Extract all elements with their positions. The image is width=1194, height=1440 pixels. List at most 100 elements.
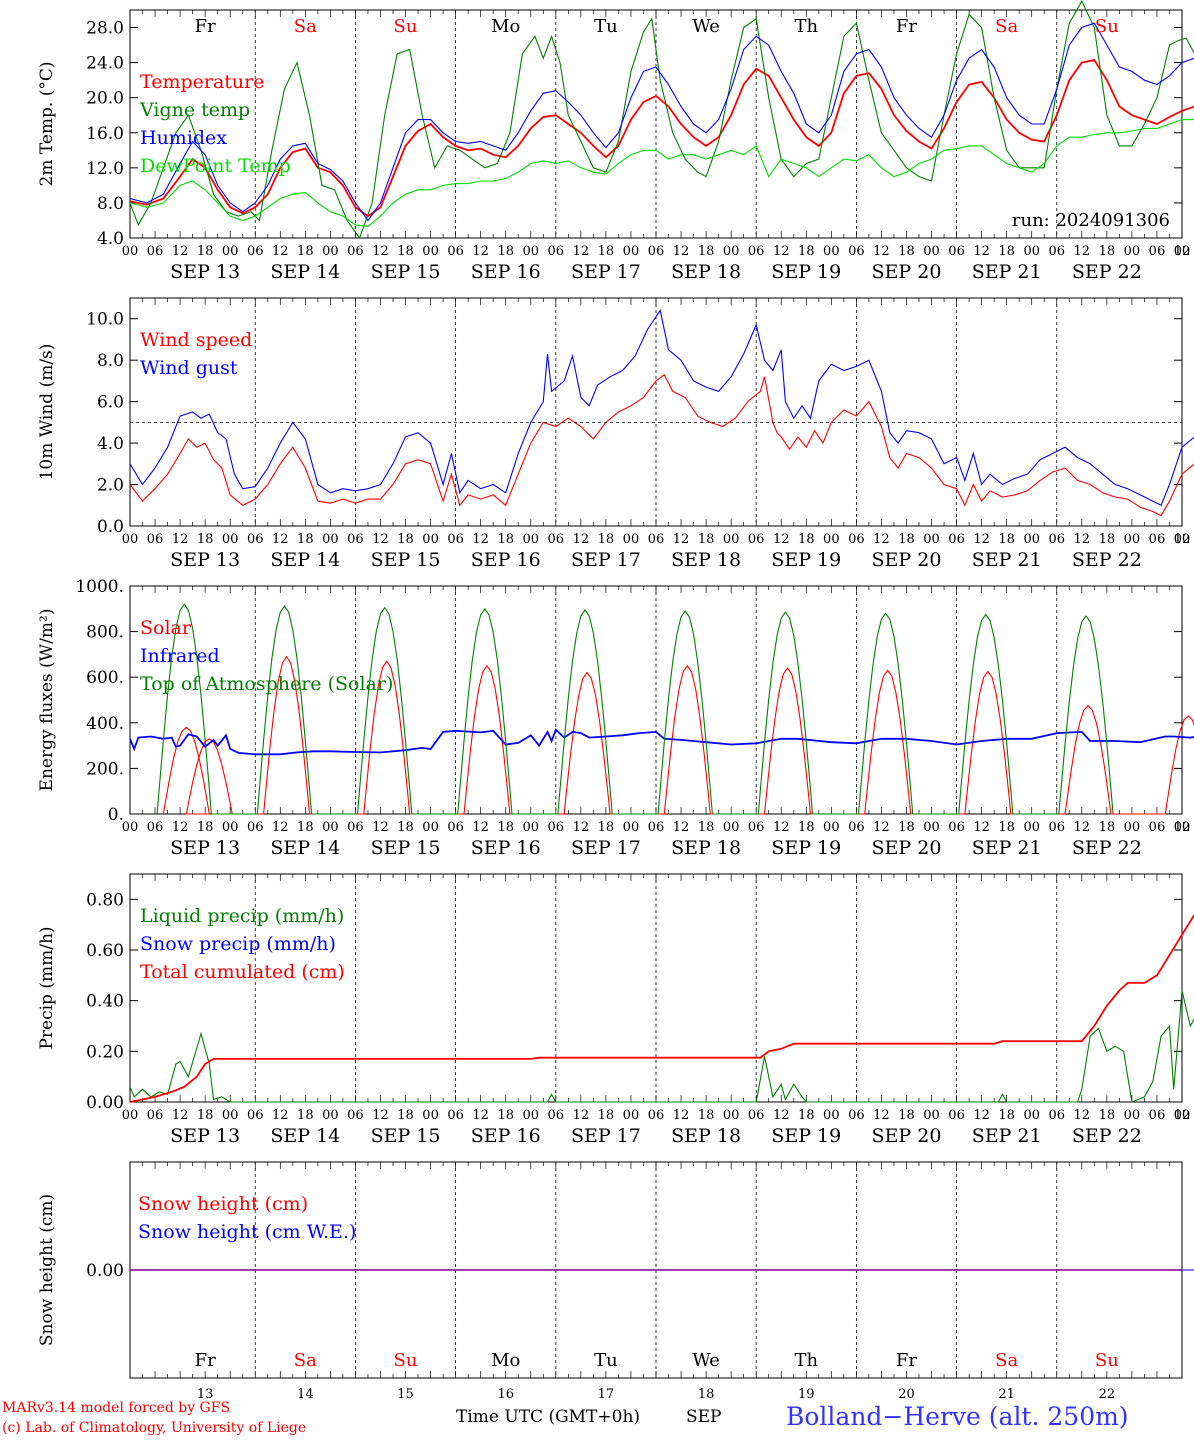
hour-label: 06 <box>1048 532 1065 547</box>
date-label: SEP 22 <box>1072 261 1142 283</box>
hour-label: 06 <box>848 244 865 259</box>
hour-label: 06 <box>948 820 965 835</box>
y-tick-label: 12.0 <box>86 159 124 179</box>
weekday-label: Sa <box>294 16 317 37</box>
hour-label: 12 <box>973 532 990 547</box>
date-label: SEP 22 <box>1072 549 1142 571</box>
panel-4 <box>129 873 1194 1103</box>
station-name: Bolland−Herve (alt. 250m) <box>786 1402 1129 1431</box>
hour-label: 12 <box>673 820 690 835</box>
date-label: SEP 14 <box>270 1125 340 1147</box>
date-label: SEP 22 <box>1072 1125 1142 1147</box>
y-tick-label: 0.0 <box>97 517 124 537</box>
hour-label: 00 <box>422 244 439 259</box>
y-tick-label: 0.80 <box>86 890 124 910</box>
hour-label: 12 <box>272 820 289 835</box>
hour-label: 12 <box>973 244 990 259</box>
y-tick-label: 1000. <box>75 577 124 597</box>
day-number: 19 <box>798 1387 815 1402</box>
y-axis-label: Precip (mm/h) <box>37 926 57 1049</box>
hour-label: 18 <box>197 532 214 547</box>
hour-label: 18 <box>197 820 214 835</box>
hour-label: 06 <box>447 1108 464 1123</box>
legend-entry: Humidex <box>140 127 227 149</box>
hour-label: 00 <box>1174 244 1191 259</box>
weekday-label: Su <box>394 16 418 37</box>
hour-label: 12 <box>1074 244 1091 259</box>
y-axis-label: Energy fluxes (W/m²) <box>37 609 57 792</box>
date-label: SEP 15 <box>371 261 441 283</box>
hour-label: 00 <box>1174 820 1191 835</box>
legend-entry: Snow height (cm W.E.) <box>138 1221 356 1243</box>
weekday-label: Sa <box>995 1350 1018 1371</box>
date-label: SEP 20 <box>872 549 942 571</box>
series-line <box>129 58 1194 218</box>
y-tick-label: 0.00 <box>86 1261 124 1281</box>
weekday-label: Fr <box>896 16 917 37</box>
hour-label: 18 <box>798 820 815 835</box>
hour-label: 18 <box>998 1108 1015 1123</box>
hour-label: 06 <box>347 244 364 259</box>
date-label: SEP 14 <box>270 837 340 859</box>
hour-label: 00 <box>623 532 640 547</box>
hour-label: 18 <box>497 532 514 547</box>
hour-label: 18 <box>1099 532 1116 547</box>
hour-label: 18 <box>698 532 715 547</box>
hour-label: 00 <box>122 1108 139 1123</box>
y-tick-label: 10.0 <box>86 310 124 330</box>
series-line <box>129 0 1194 240</box>
y-tick-label: 0. <box>108 805 124 825</box>
hour-label: 06 <box>648 820 665 835</box>
hour-label: 00 <box>1124 244 1141 259</box>
y-tick-label: 0.40 <box>86 992 124 1012</box>
date-label: SEP 13 <box>170 837 240 859</box>
day-number: 22 <box>1099 1387 1116 1402</box>
date-label: SEP 16 <box>471 549 541 571</box>
hour-label: 00 <box>823 1108 840 1123</box>
hour-label: 06 <box>347 532 364 547</box>
legend-entry: Temperature <box>140 71 264 93</box>
hour-label: 00 <box>723 1108 740 1123</box>
date-label: SEP 17 <box>571 1125 641 1147</box>
hour-label: 06 <box>748 244 765 259</box>
hour-label: 00 <box>1023 1108 1040 1123</box>
hour-label: 06 <box>347 820 364 835</box>
date-label: SEP 13 <box>170 261 240 283</box>
day-number: 14 <box>297 1387 314 1402</box>
hour-label: 06 <box>1048 1108 1065 1123</box>
hour-label: 12 <box>773 532 790 547</box>
weekday-label: We <box>692 1350 720 1371</box>
hour-label: 00 <box>322 820 339 835</box>
y-tick-label: 2.0 <box>97 476 124 496</box>
date-label: SEP 16 <box>471 1125 541 1147</box>
hour-label: 00 <box>923 244 940 259</box>
weekday-label: Su <box>1095 1350 1119 1371</box>
series-line <box>129 22 1194 222</box>
hour-label: 00 <box>623 820 640 835</box>
hour-label: 06 <box>548 1108 565 1123</box>
date-label: SEP 18 <box>671 261 741 283</box>
panel-5 <box>129 1161 1194 1379</box>
hour-label: 12 <box>573 532 590 547</box>
day-number: 21 <box>998 1387 1015 1402</box>
hour-label: 12 <box>472 532 489 547</box>
date-label: SEP 19 <box>771 261 841 283</box>
hour-label: 00 <box>222 244 239 259</box>
hour-label: 00 <box>322 1108 339 1123</box>
hour-label: 18 <box>998 532 1015 547</box>
date-label: SEP 22 <box>1072 837 1142 859</box>
y-tick-label: 6.0 <box>97 393 124 413</box>
hour-label: 06 <box>748 532 765 547</box>
date-label: SEP 13 <box>170 1125 240 1147</box>
weekday-label: Mo <box>491 1350 520 1371</box>
weekday-label: Su <box>1095 16 1119 37</box>
date-label: SEP 17 <box>571 837 641 859</box>
y-tick-label: 28.0 <box>86 19 124 39</box>
hour-label: 06 <box>347 1108 364 1123</box>
hour-label: 18 <box>497 244 514 259</box>
hour-label: 00 <box>122 244 139 259</box>
hour-label: 18 <box>698 1108 715 1123</box>
hour-label: 12 <box>773 1108 790 1123</box>
hour-label: 06 <box>447 820 464 835</box>
y-tick-label: 4.0 <box>97 229 124 249</box>
